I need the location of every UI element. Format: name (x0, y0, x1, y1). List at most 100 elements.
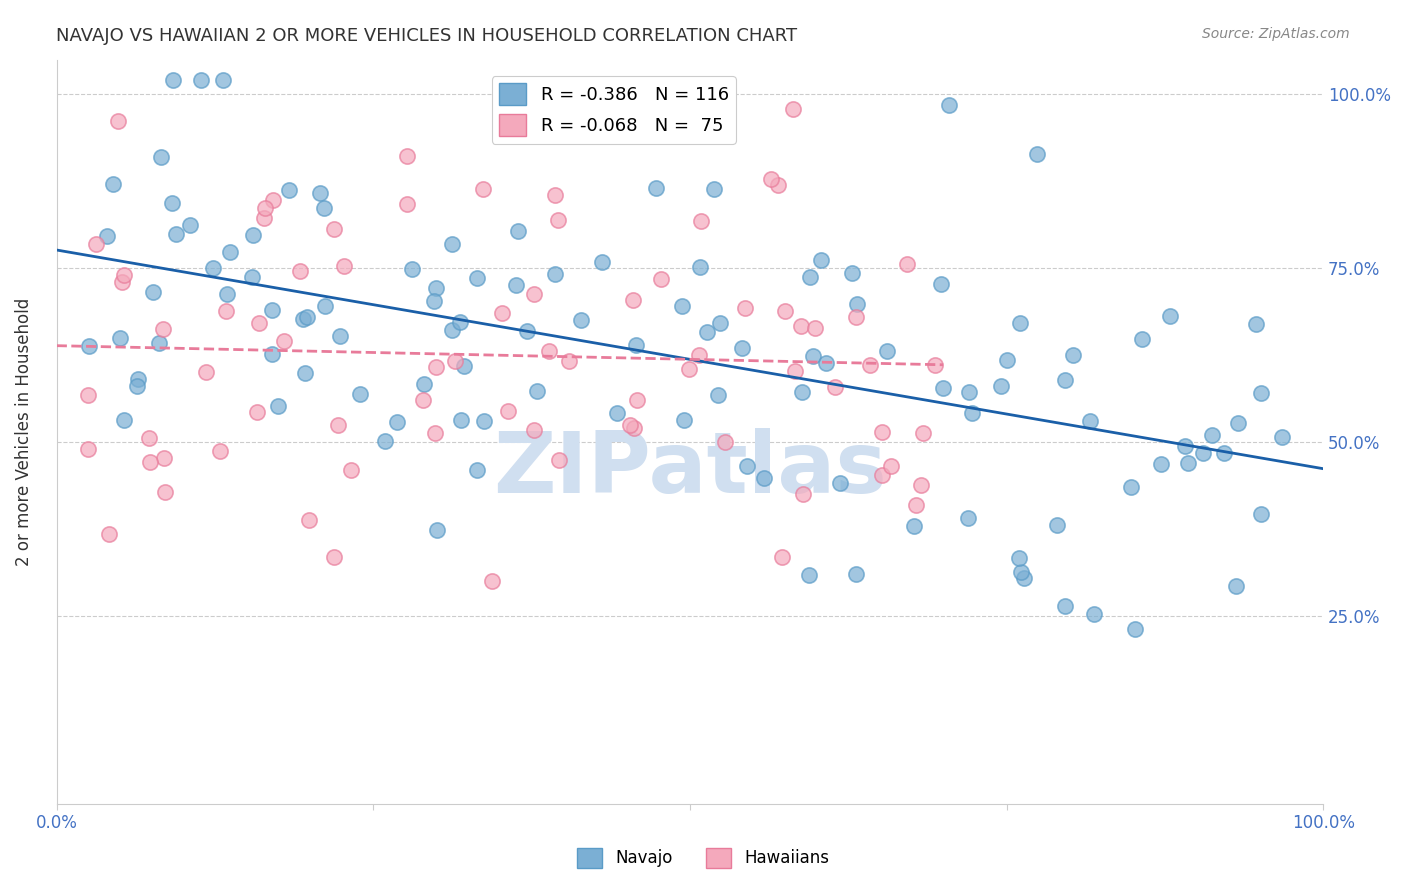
Point (782, 102, 804, 116)
Point (1123, 622, 1146, 636)
Point (845, 310, 868, 325)
Point (426, 523, 449, 537)
Point (441, 237, 464, 252)
Point (215, 304, 238, 318)
Point (253, 211, 276, 226)
Point (792, 487, 814, 501)
Point (112, 413, 135, 427)
Point (481, 574, 503, 588)
Point (125, 379, 148, 393)
Point (1225, 579, 1247, 593)
Point (846, 297, 869, 311)
Point (298, 513, 321, 527)
Point (766, 178, 789, 192)
Point (591, 254, 613, 268)
Point (714, 434, 737, 449)
Point (773, 303, 796, 318)
Point (401, 261, 423, 276)
Point (1053, 599, 1076, 614)
Point (880, 458, 903, 473)
Point (870, 425, 893, 439)
Point (1025, 146, 1047, 161)
Point (472, 414, 495, 428)
Point (491, 306, 513, 320)
Point (706, 388, 728, 402)
Point (543, 267, 565, 281)
Point (859, 358, 882, 372)
Point (1213, 445, 1236, 459)
Point (754, 471, 776, 485)
Point (924, 358, 946, 372)
Point (1010, 566, 1032, 580)
Point (845, 567, 868, 582)
Point (645, 181, 668, 195)
Point (523, 287, 546, 301)
Point (242, 227, 264, 242)
Point (516, 324, 538, 338)
Point (650, 272, 672, 286)
Point (1150, 457, 1173, 471)
Point (870, 468, 893, 483)
Point (596, 120, 619, 135)
Point (761, 172, 783, 186)
Legend: Navajo, Hawaiians: Navajo, Hawaiians (571, 841, 835, 875)
Point (278, 183, 301, 197)
Point (84, 237, 107, 252)
Point (423, 426, 446, 441)
Point (127, 372, 149, 386)
Point (688, 348, 710, 362)
Point (623, 421, 645, 435)
Point (932, 381, 955, 395)
Point (689, 260, 711, 274)
Point (703, 182, 725, 196)
Point (314, 299, 336, 313)
Point (1201, 428, 1223, 442)
Point (911, 425, 934, 440)
Point (672, 413, 695, 427)
Point (1191, 446, 1213, 460)
Point (1014, 571, 1036, 585)
Point (1159, 309, 1181, 323)
Point (735, 458, 758, 473)
Point (523, 423, 546, 437)
Point (77, 338, 100, 352)
Point (797, 567, 820, 582)
Point (709, 316, 731, 330)
Point (138, 431, 160, 445)
Point (423, 294, 446, 309)
Point (349, 387, 371, 401)
Point (558, 353, 581, 368)
Point (443, 354, 465, 368)
Point (828, 475, 851, 490)
Point (526, 384, 548, 399)
Point (903, 519, 925, 533)
Point (323, 549, 346, 564)
Point (731, 341, 754, 355)
Point (904, 498, 927, 512)
Point (179, 218, 201, 232)
Point (247, 316, 270, 330)
Point (1008, 316, 1031, 330)
Point (626, 393, 648, 408)
Point (329, 329, 352, 343)
Point (96, 229, 118, 244)
Point (155, 485, 177, 500)
Point (412, 393, 434, 408)
Point (211, 73, 233, 87)
Point (332, 260, 354, 274)
Point (1226, 416, 1249, 430)
Point (322, 222, 344, 236)
Point (288, 264, 311, 278)
Point (1083, 607, 1105, 622)
Point (260, 347, 283, 361)
Point (799, 270, 821, 285)
Point (465, 270, 488, 285)
Point (449, 315, 471, 329)
Point (395, 148, 418, 162)
Point (253, 201, 276, 215)
Point (938, 98, 960, 112)
Y-axis label: 2 or more Vehicles in Household: 2 or more Vehicles in Household (15, 298, 32, 566)
Point (960, 406, 983, 420)
Point (569, 312, 592, 326)
Point (152, 321, 174, 335)
